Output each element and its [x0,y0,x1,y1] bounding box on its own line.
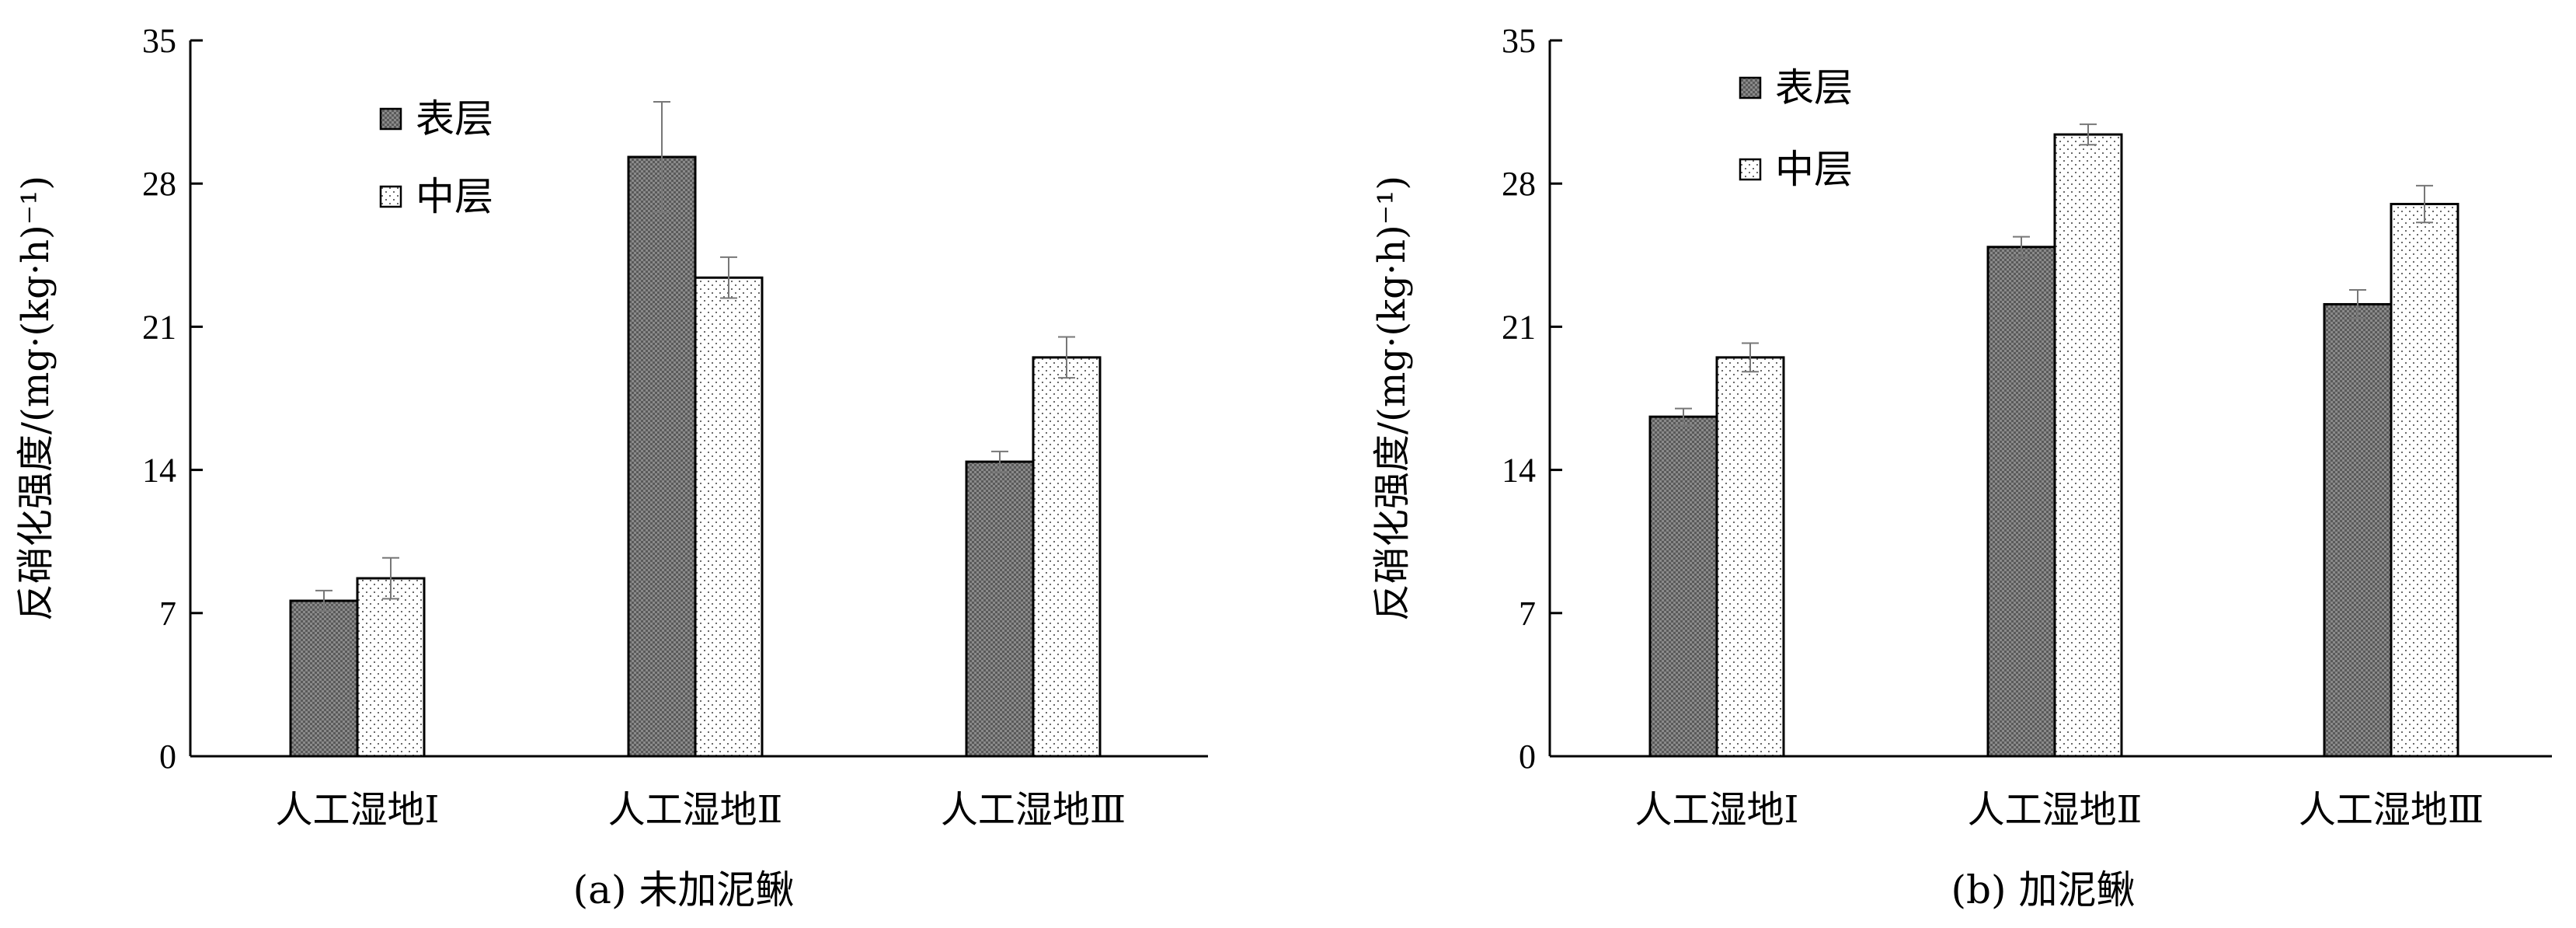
y-axis-label: 反硝化强度/(mg·(kg·h)⁻¹) [14,176,57,621]
y-tick-label: 14 [142,452,176,490]
x-tick-label: 人工湿地Ⅱ [608,788,783,832]
bar-dark [1986,246,2056,758]
bar-dark [965,460,1035,758]
bar-light [2053,133,2123,758]
y-tick-label: 21 [1502,308,1536,346]
y-axis-label: 反硝化强度/(mg·(kg·h)⁻¹) [1370,176,1414,621]
y-tick-label: 14 [1502,452,1536,490]
legend-label: 表层 [416,96,493,141]
y-tick-label: 35 [1502,22,1536,60]
y-tick-label: 7 [1519,595,1536,633]
chart-panel-b: 0 7 14 21 28 35 人工湿地Ⅰ 人工湿地Ⅱ 人工湿地Ⅲ 表层中层反硝化强度/(mg·(… [1370,22,2552,912]
x-tick-label: 人工湿地Ⅲ [2299,788,2484,832]
legend-label: 中层 [416,174,493,219]
bar-light [1032,356,1102,758]
x-tick-label: 人工湿地Ⅰ [276,788,440,832]
bar-dark [289,599,359,758]
legend-swatch [379,185,402,208]
bar-light [356,577,426,758]
x-tick-label: 人工湿地Ⅰ [1635,788,1799,832]
bar-light [2390,203,2459,758]
x-tick-label: 人工湿地Ⅲ [941,788,1126,832]
y-tick-label: 21 [142,308,176,346]
legend-swatch [1739,158,1762,181]
y-tick-label: 7 [159,595,176,633]
bar-light [1715,356,1785,758]
y-tick-label: 35 [142,22,176,60]
y-tick-label: 28 [142,165,176,203]
legend-label: 中层 [1775,147,1853,192]
legend-swatch [1739,76,1762,99]
bar-dark [1648,415,1718,758]
panel-caption: (a) 未加泥鳅 [573,867,795,912]
y-tick-label: 0 [159,738,176,776]
y-tick-label: 0 [1519,738,1536,776]
panel-caption: (b) 加泥鳅 [1951,867,2136,912]
bar-dark [2323,302,2393,758]
y-tick-label: 28 [1502,165,1536,203]
bar-light [694,276,764,758]
x-tick-label: 人工湿地Ⅱ [1968,788,2143,832]
bar-dark [627,155,697,758]
legend-swatch [379,107,402,131]
legend-label: 表层 [1775,65,1853,110]
